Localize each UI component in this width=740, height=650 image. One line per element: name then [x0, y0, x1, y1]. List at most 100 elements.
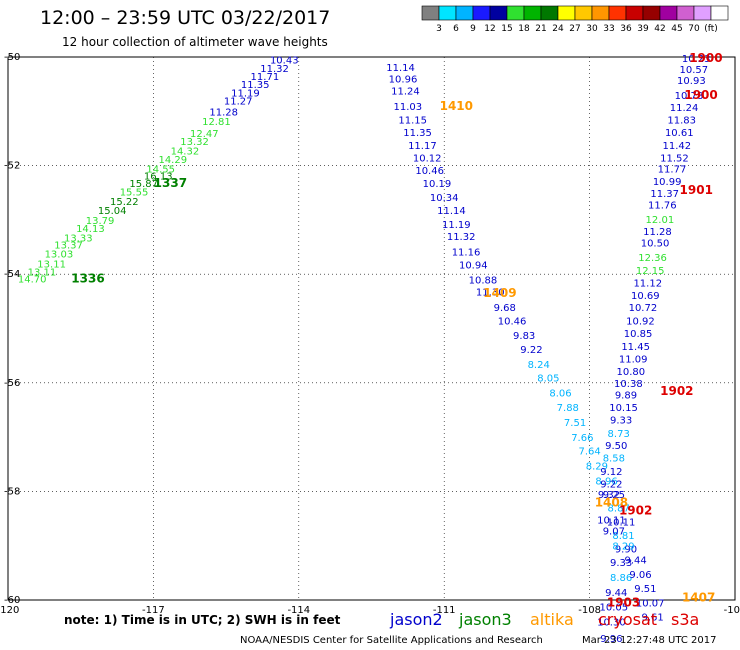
swh-value: 9.44 — [625, 555, 647, 566]
color-swatch — [421, 5, 440, 21]
color-scale-label: 21 — [535, 24, 546, 34]
time-label: 1900 — [684, 88, 717, 102]
swh-value: 10.80 — [616, 367, 645, 378]
color-scale-label: 33 — [603, 24, 614, 34]
swh-value: 11.83 — [667, 115, 696, 126]
color-scale-label: 6 — [453, 24, 459, 34]
satellite-legend: jason2 jason3 altika cryosat s3a — [389, 610, 699, 629]
color-swatch — [540, 5, 559, 21]
swh-value: 10.96 — [389, 75, 418, 86]
swh-value: 9.50 — [605, 441, 627, 452]
time-label: 1410 — [440, 99, 473, 113]
footer-timestamp: Mar 23 12:27:48 UTC 2017 — [582, 635, 717, 646]
swh-value: 11.37 — [650, 189, 679, 200]
plot-frame — [7, 56, 736, 601]
swh-value: 8.06 — [549, 389, 571, 400]
swh-value: 12.81 — [202, 117, 231, 128]
swh-value: 7.51 — [564, 418, 586, 429]
grid-lines — [8, 57, 735, 600]
swh-value: 10.05 — [600, 603, 629, 614]
swh-value: 10.43 — [270, 56, 299, 67]
swh-value: 11.35 — [241, 80, 270, 91]
swh-value: 15.22 — [110, 197, 139, 208]
color-swatch — [523, 5, 542, 21]
swh-value: 14.55 — [146, 164, 175, 175]
swh-value: 10.85 — [624, 329, 653, 340]
legend-item: cryosat — [598, 610, 657, 629]
color-swatch — [693, 5, 712, 21]
color-scale-label: 70 — [688, 24, 700, 34]
x-tick-label: -114 — [287, 605, 310, 616]
swh-value: 13.37 — [54, 240, 83, 251]
swh-value: 10.11 — [597, 516, 626, 527]
footer-credit: NOAA/NESDIS Center for Satellite Applica… — [240, 635, 543, 646]
swh-value: 9.12 — [600, 467, 622, 478]
swh-value: 9.33 — [610, 558, 632, 569]
time-label: 1407 — [682, 590, 715, 604]
legend-item: jason3 — [458, 610, 512, 629]
color-swatch — [472, 5, 491, 21]
swh-value: 8.24 — [528, 360, 550, 371]
swh-value: 13.33 — [64, 233, 93, 244]
axis-ticks: -120 -117 -114 -111 -108 -105 -50 -52 -54 -56 -58 -… — [0, 52, 740, 616]
swh-value: 10.19 — [423, 179, 452, 190]
color-swatch — [625, 5, 644, 21]
swh-value: 11.30 — [476, 288, 505, 299]
swh-value: 9.61 — [641, 612, 663, 623]
swh-value: 10.72 — [629, 303, 658, 314]
swh-value: 10.38 — [614, 379, 643, 390]
swh-value: 10.34 — [430, 193, 459, 204]
plot-area: -120 -117 -114 -111 -108 -105 -50 -52 -54 -56 -58 -… — [0, 51, 740, 645]
swh-value: 11.15 — [398, 115, 427, 126]
swh-value: 9.51 — [634, 584, 656, 595]
swh-value: 15.04 — [98, 206, 127, 217]
swh-value: 11.27 — [224, 96, 253, 107]
swh-value: 9.07 — [603, 526, 625, 537]
swh-value: 10.23 — [682, 54, 711, 65]
swh-value: 11.24 — [391, 87, 420, 98]
swh-value: 15.55 — [120, 188, 149, 199]
swh-value: 9.33 — [610, 416, 632, 427]
swh-value: 8.29 — [612, 542, 634, 553]
color-swatch — [642, 5, 661, 21]
color-scale-label: (ft) — [704, 24, 718, 34]
swh-value: 9.90 — [615, 544, 637, 555]
color-scale-label: 36 — [620, 24, 632, 34]
swh-value: 9.68 — [494, 303, 516, 314]
swh-value: 11.42 — [663, 141, 692, 152]
color-scale-label: 30 — [586, 24, 598, 34]
swh-value: 11.77 — [658, 164, 687, 175]
time-label: 1408 — [595, 495, 628, 509]
swh-value: 7.66 — [571, 433, 593, 444]
swh-value: 10.46 — [498, 316, 527, 327]
swh-value: 8.58 — [603, 454, 625, 465]
swh-value: 7.88 — [557, 403, 579, 414]
chart-title: 12:00 – 23:59 UTC 03/22/2017 — [40, 7, 330, 29]
swh-value: 10.46 — [415, 166, 444, 177]
swh-value: 9.96 — [600, 634, 622, 645]
color-swatch — [455, 5, 474, 21]
swh-value: 11.52 — [660, 153, 689, 164]
swh-value: 10.94 — [459, 260, 488, 271]
swh-value: 8.73 — [608, 429, 630, 440]
swh-value: 8.96 — [595, 477, 617, 488]
swh-value: 8.05 — [537, 373, 559, 384]
swh-value: 8.86 — [610, 573, 632, 584]
x-tick-label: -120 — [0, 605, 19, 616]
x-tick-label: -117 — [142, 605, 165, 616]
color-swatch — [608, 5, 627, 21]
swh-value: 10.11 — [607, 517, 636, 528]
swh-value: 14.32 — [171, 146, 200, 157]
swh-value: 11.19 — [442, 220, 471, 231]
color-swatch — [506, 5, 525, 21]
swh-value: 10.78 — [675, 91, 704, 102]
color-swatch — [489, 5, 508, 21]
swh-value: 10.69 — [631, 291, 660, 302]
color-swatch — [574, 5, 593, 21]
x-tick-label: -105 — [724, 605, 740, 616]
y-tick-label: -52 — [4, 161, 20, 172]
swh-value: 11.14 — [386, 63, 415, 74]
y-tick-label: -50 — [4, 52, 20, 63]
time-label: 1336 — [71, 272, 104, 286]
swh-value: 10.92 — [626, 316, 655, 327]
